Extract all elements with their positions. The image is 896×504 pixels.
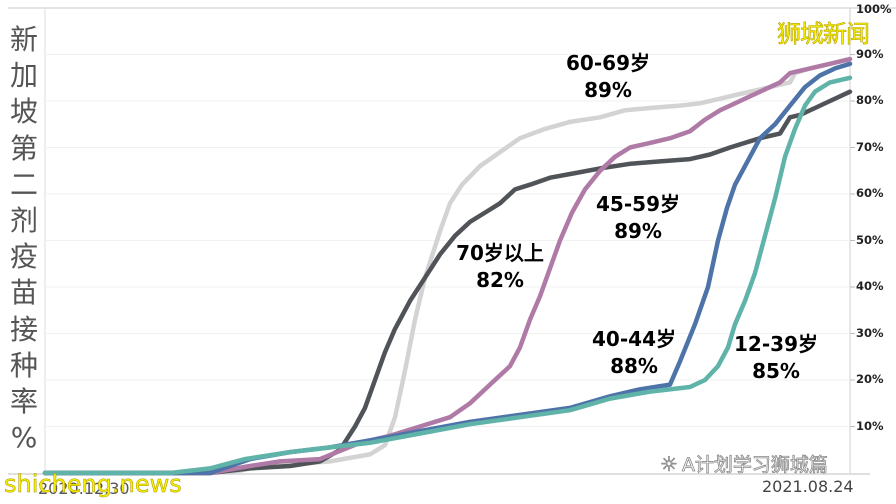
annotation-45-59: 45-59岁 89% <box>588 191 688 245</box>
y-axis-title-char: 接 <box>9 312 38 346</box>
watermark-wechat-text: A计划学习狮城篇 <box>681 454 829 477</box>
annotation-value: 89% <box>584 78 632 102</box>
y-axis-title-char: % <box>10 421 38 455</box>
y-tick-label: 50% <box>856 232 884 247</box>
watermark-bottom-left: shicheng.news <box>4 470 182 499</box>
x-axis-end-label: 2021.08.24 <box>762 477 854 496</box>
y-tick-label: 30% <box>856 325 884 340</box>
annotation-value: 85% <box>752 359 800 383</box>
annotation-label: 45-59岁 <box>596 192 680 216</box>
series-line <box>42 89 853 476</box>
series-line <box>42 75 853 476</box>
gridlines <box>45 54 855 427</box>
y-axis-title-char: 剂 <box>9 204 38 238</box>
y-axis-title-char: 种 <box>9 348 38 382</box>
y-axis-title-char: 二 <box>9 167 38 201</box>
y-axis-title-char: 苗 <box>9 276 38 310</box>
annotation-40-44: 40-44岁 88% <box>584 326 684 380</box>
x-axis-start-label: 2020.12.30 <box>38 479 130 498</box>
annotation-70-plus: 70岁以上 82% <box>448 240 552 294</box>
y-axis-title-char: 新 <box>9 23 38 56</box>
y-axis-title-char: 加 <box>9 59 38 93</box>
annotation-label: 40-44岁 <box>592 327 676 351</box>
y-tick-label: 90% <box>856 46 884 61</box>
y-tick-label: 80% <box>856 93 884 107</box>
annotation-value: 88% <box>610 354 658 378</box>
annotation-label: 60-69岁 <box>566 51 650 75</box>
annotation-value: 82% <box>476 268 524 292</box>
y-axis-title-char: 第 <box>9 131 38 165</box>
y-axis-title-char: 率 <box>9 385 38 419</box>
annotation-label: 70岁以上 <box>456 241 544 265</box>
y-tick-label: 70% <box>856 139 884 154</box>
annotation-value: 89% <box>614 219 662 243</box>
annotation-12-39: 12-39岁 85% <box>726 331 826 385</box>
y-tick-label: 40% <box>856 279 884 293</box>
annotation-label: 12-39岁 <box>734 332 818 356</box>
y-axis-title: 新加坡第二剂疫苗接种率% <box>8 22 40 456</box>
y-axis-title-char: 疫 <box>9 240 38 274</box>
series-lines <box>42 56 853 476</box>
y-tick-label: 60% <box>856 186 884 200</box>
y-tick-label: 10% <box>856 418 884 433</box>
watermark-wechat: ☼ A计划学习狮城篇 <box>660 450 829 477</box>
annotation-60-69: 60-69岁 89% <box>558 50 658 104</box>
y-tick-label: 100% <box>856 2 892 16</box>
watermark-top-right: 狮城新闻 <box>777 20 871 49</box>
y-tick-label: 20% <box>856 372 884 386</box>
y-axis-title-char: 坡 <box>9 95 38 129</box>
wechat-icon: ☼ <box>660 451 679 476</box>
